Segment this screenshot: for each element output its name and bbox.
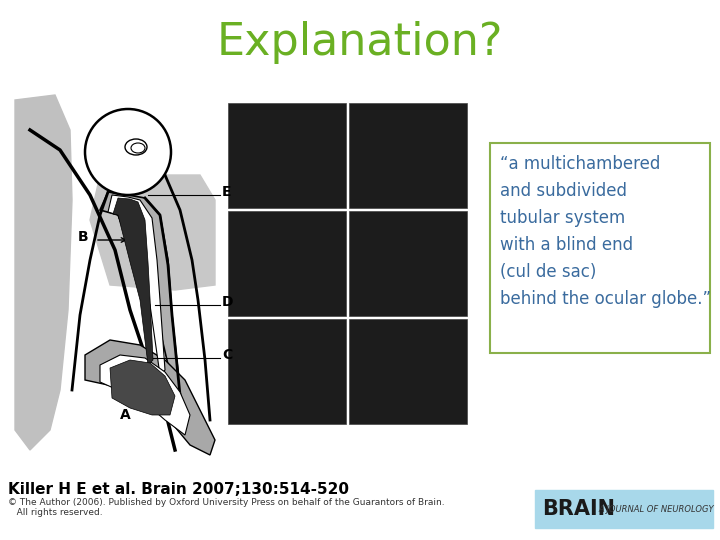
Circle shape bbox=[85, 109, 171, 195]
Polygon shape bbox=[90, 175, 215, 290]
Polygon shape bbox=[110, 360, 175, 415]
Polygon shape bbox=[108, 195, 165, 375]
Bar bbox=[349, 103, 467, 208]
Polygon shape bbox=[100, 355, 190, 435]
Text: Killer H E et al. Brain 2007;130:514-520: Killer H E et al. Brain 2007;130:514-520 bbox=[8, 482, 349, 497]
Text: Explanation?: Explanation? bbox=[217, 21, 503, 64]
Polygon shape bbox=[15, 95, 72, 450]
Polygon shape bbox=[85, 340, 215, 455]
Bar bbox=[228, 103, 346, 208]
Text: D: D bbox=[222, 295, 233, 309]
Bar bbox=[349, 319, 467, 424]
Ellipse shape bbox=[125, 139, 147, 155]
Text: BRAIN: BRAIN bbox=[542, 499, 615, 519]
Polygon shape bbox=[100, 192, 180, 395]
Text: C: C bbox=[222, 348, 233, 362]
Text: © The Author (2006). Published by Oxford University Press on behalf of the Guara: © The Author (2006). Published by Oxford… bbox=[8, 498, 445, 517]
Text: B: B bbox=[77, 230, 88, 244]
Bar bbox=[349, 211, 467, 316]
Ellipse shape bbox=[131, 143, 145, 153]
Bar bbox=[490, 143, 710, 353]
Text: A JOURNAL OF NEUROLOGY: A JOURNAL OF NEUROLOGY bbox=[598, 504, 714, 514]
Text: “a multichambered
and subdivided
tubular system
with a blind end
(cul de sac)
be: “a multichambered and subdivided tubular… bbox=[500, 155, 711, 308]
Polygon shape bbox=[113, 198, 153, 365]
Bar bbox=[535, 490, 713, 528]
Text: A: A bbox=[120, 408, 130, 422]
Text: E: E bbox=[222, 185, 232, 199]
Bar bbox=[228, 211, 346, 316]
Bar bbox=[228, 319, 346, 424]
